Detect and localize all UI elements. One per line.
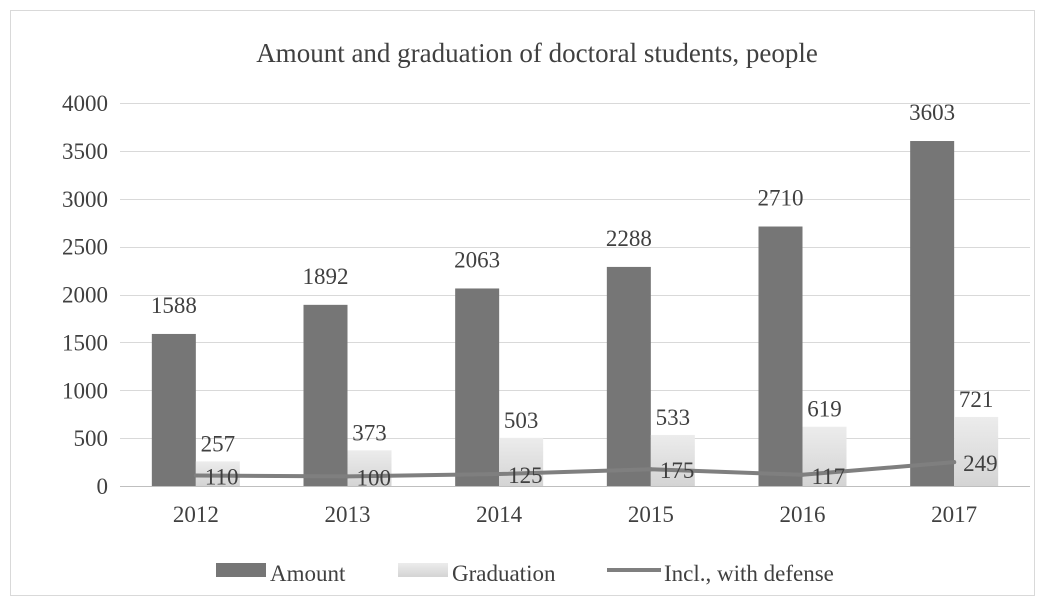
data-label-graduation: 503: [504, 408, 539, 433]
data-label-defense: 249: [963, 451, 998, 476]
chart-title: Amount and graduation of doctoral studen…: [256, 38, 818, 68]
x-tick-label: 2013: [325, 502, 371, 527]
y-tick-label: 3000: [62, 187, 108, 212]
line-point: [952, 460, 957, 465]
x-tick-label: 2015: [628, 502, 674, 527]
data-label-defense: 125: [508, 463, 542, 488]
x-axis-ticks: 2012 2013 2014 2015 2016 2017: [173, 502, 977, 527]
data-label-defense: 100: [357, 465, 392, 490]
data-labels: 1588 257 1892 373 2063 503 2288 533 2710 619 3603 7…: [151, 100, 998, 490]
legend: Amount Graduation Incl., with defense: [216, 561, 834, 586]
data-label-amount: 3603: [909, 100, 955, 125]
data-label-graduation: 257: [201, 431, 236, 456]
data-label-defense: 117: [812, 464, 846, 489]
gridlines: [120, 103, 1030, 487]
bars: [151, 141, 999, 486]
x-tick-label: 2017: [931, 502, 977, 527]
bar-amount: [606, 266, 651, 486]
data-label-graduation: 619: [807, 397, 842, 422]
bar-amount: [455, 288, 500, 486]
data-label-defense: 175: [660, 458, 695, 483]
legend-swatch-amount: [216, 563, 266, 577]
legend-label-amount: Amount: [270, 561, 346, 586]
data-label-amount: 1892: [303, 264, 349, 289]
legend-label-defense: Incl., with defense: [664, 561, 834, 586]
line-point: [497, 472, 502, 477]
line-point: [193, 473, 198, 478]
y-tick-label: 0: [97, 474, 109, 499]
line-series: [193, 460, 957, 479]
data-label-amount: 2063: [454, 247, 500, 272]
data-label-graduation: 373: [352, 420, 387, 445]
y-tick-label: 1000: [62, 378, 108, 403]
y-tick-label: 3500: [62, 139, 108, 164]
bar-graduation: [499, 437, 544, 486]
bar-amount: [758, 226, 803, 486]
bar-amount: [910, 141, 955, 486]
legend-swatch-graduation: [398, 563, 448, 577]
data-label-defense: 110: [205, 464, 239, 489]
data-label-graduation: 721: [959, 387, 994, 412]
line-point: [800, 472, 805, 477]
data-label-amount: 2710: [758, 186, 804, 211]
x-tick-label: 2016: [780, 502, 826, 527]
y-axis-ticks: 0 500 1000 1500 2000 2500 3000 3500 4000: [62, 91, 108, 499]
bar-amount: [303, 304, 348, 486]
chart-frame: [10, 10, 1035, 596]
y-tick-label: 2000: [62, 283, 108, 308]
data-label-graduation: 533: [656, 405, 691, 430]
bar-graduation: [954, 416, 999, 486]
x-tick-label: 2014: [476, 502, 523, 527]
bar-graduation: [347, 450, 392, 486]
y-tick-label: 500: [74, 426, 109, 451]
data-label-amount: 2288: [606, 226, 652, 251]
legend-label-graduation: Graduation: [452, 561, 556, 586]
y-tick-label: 1500: [62, 330, 108, 355]
data-label-amount: 1588: [151, 293, 197, 318]
bar-graduation: [650, 434, 695, 486]
line-point: [648, 467, 653, 472]
line-incl-with-defense: [193, 460, 957, 479]
y-tick-label: 2500: [62, 235, 108, 260]
y-tick-label: 4000: [62, 91, 108, 116]
x-tick-label: 2012: [173, 502, 219, 527]
line-point: [345, 474, 350, 479]
bar-amount: [151, 333, 196, 486]
